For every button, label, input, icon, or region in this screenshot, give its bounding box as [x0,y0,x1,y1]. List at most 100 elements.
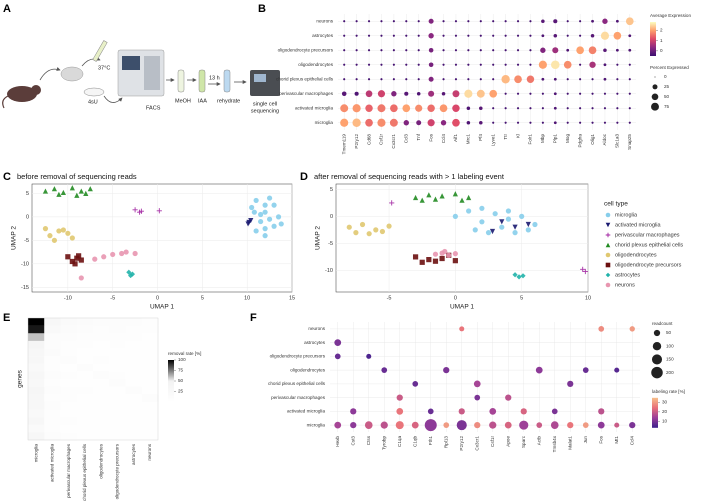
dot [541,92,544,95]
heat-cell [109,379,126,387]
dot [367,78,371,81]
point [446,252,452,258]
dot [529,107,532,110]
dot [380,20,383,23]
sequencing-label: single cell [253,101,277,107]
x-tick-label: -5 [387,295,392,301]
dot [417,78,420,81]
dot [529,34,532,37]
dot [614,367,620,373]
point [119,250,125,257]
dot [350,408,357,415]
x-tick-label: Plp1 [553,134,558,144]
x-axis-title: UMAP 1 [150,304,174,311]
dot [492,107,495,110]
heat-cell [60,371,77,380]
point [101,254,107,260]
point [60,189,66,196]
point [479,219,485,225]
x-tick-label: C1qa [397,436,402,447]
legend-dot [652,341,662,351]
dot [352,104,361,113]
dot [516,92,520,95]
dot [553,92,557,96]
heat-cell [141,318,159,326]
heat-cell [141,363,159,372]
heat-cell [76,356,94,364]
dot [553,19,558,24]
row-label: neurons [316,18,333,23]
tube [92,40,108,62]
panel-label: F [250,312,257,324]
tube [177,69,185,93]
dot [416,91,421,96]
dot [589,61,596,68]
heat-cell [28,394,45,403]
dot [334,353,341,360]
treatment-label: IAA [198,98,207,104]
legend-marker [605,252,611,258]
colorbar [168,360,174,402]
heat-cell [28,417,45,425]
x-tick-label: -5 [110,295,115,301]
row-label: neurons [308,326,325,331]
x-tick-label: Lyve1 [490,134,495,147]
dot [504,92,507,95]
legend-dot [651,354,663,365]
colorbar-tick-label: 100 [178,357,186,362]
row-label: oligodendrocyte precursors [270,354,326,359]
mouse [7,86,37,102]
dot [411,421,419,429]
x-tick-label: Cx3cr1 [391,134,396,149]
dot [553,121,557,125]
heat-cell [76,333,94,342]
dot [613,31,622,40]
point [245,221,251,227]
fixation-label: MeOH [175,98,191,104]
dot [603,77,607,81]
dot [579,34,582,37]
dot [377,90,386,98]
dot [355,63,358,66]
dish [83,87,105,97]
legend-dot [651,93,659,101]
heat-cell [125,401,142,410]
point [78,188,84,194]
dot [529,63,532,66]
x-tick-label: Ctss [366,435,371,445]
dot [579,20,582,23]
point [505,216,512,222]
point [47,233,53,239]
dot [516,121,520,124]
dot [415,104,423,112]
heat-cell [93,325,110,334]
heat-cell [125,379,142,387]
heat-cell [141,409,159,418]
heat-cell [125,348,142,357]
dot [417,49,420,52]
point [156,208,162,214]
panel-label: E [3,312,10,324]
point [132,207,138,213]
dot [403,120,409,126]
point [69,235,75,241]
heat-cell [141,371,159,380]
heat-cell [60,363,77,372]
point [123,249,129,255]
point [60,227,66,233]
dot [343,78,346,81]
sequencer [250,70,280,96]
dot [489,408,497,415]
heat-cell [60,394,77,403]
duration-label: 13 h [209,75,220,81]
legend-label: chorid plexus epithelial cells [615,242,683,248]
heat-cell [76,386,94,395]
colorbar-tick-label: 10 [662,418,668,423]
colorbar-tick-label: 30 [662,400,668,405]
point [442,248,448,255]
dot [377,104,386,113]
dot [466,106,471,111]
dot [452,104,460,112]
dot [616,63,619,66]
point [262,209,268,215]
